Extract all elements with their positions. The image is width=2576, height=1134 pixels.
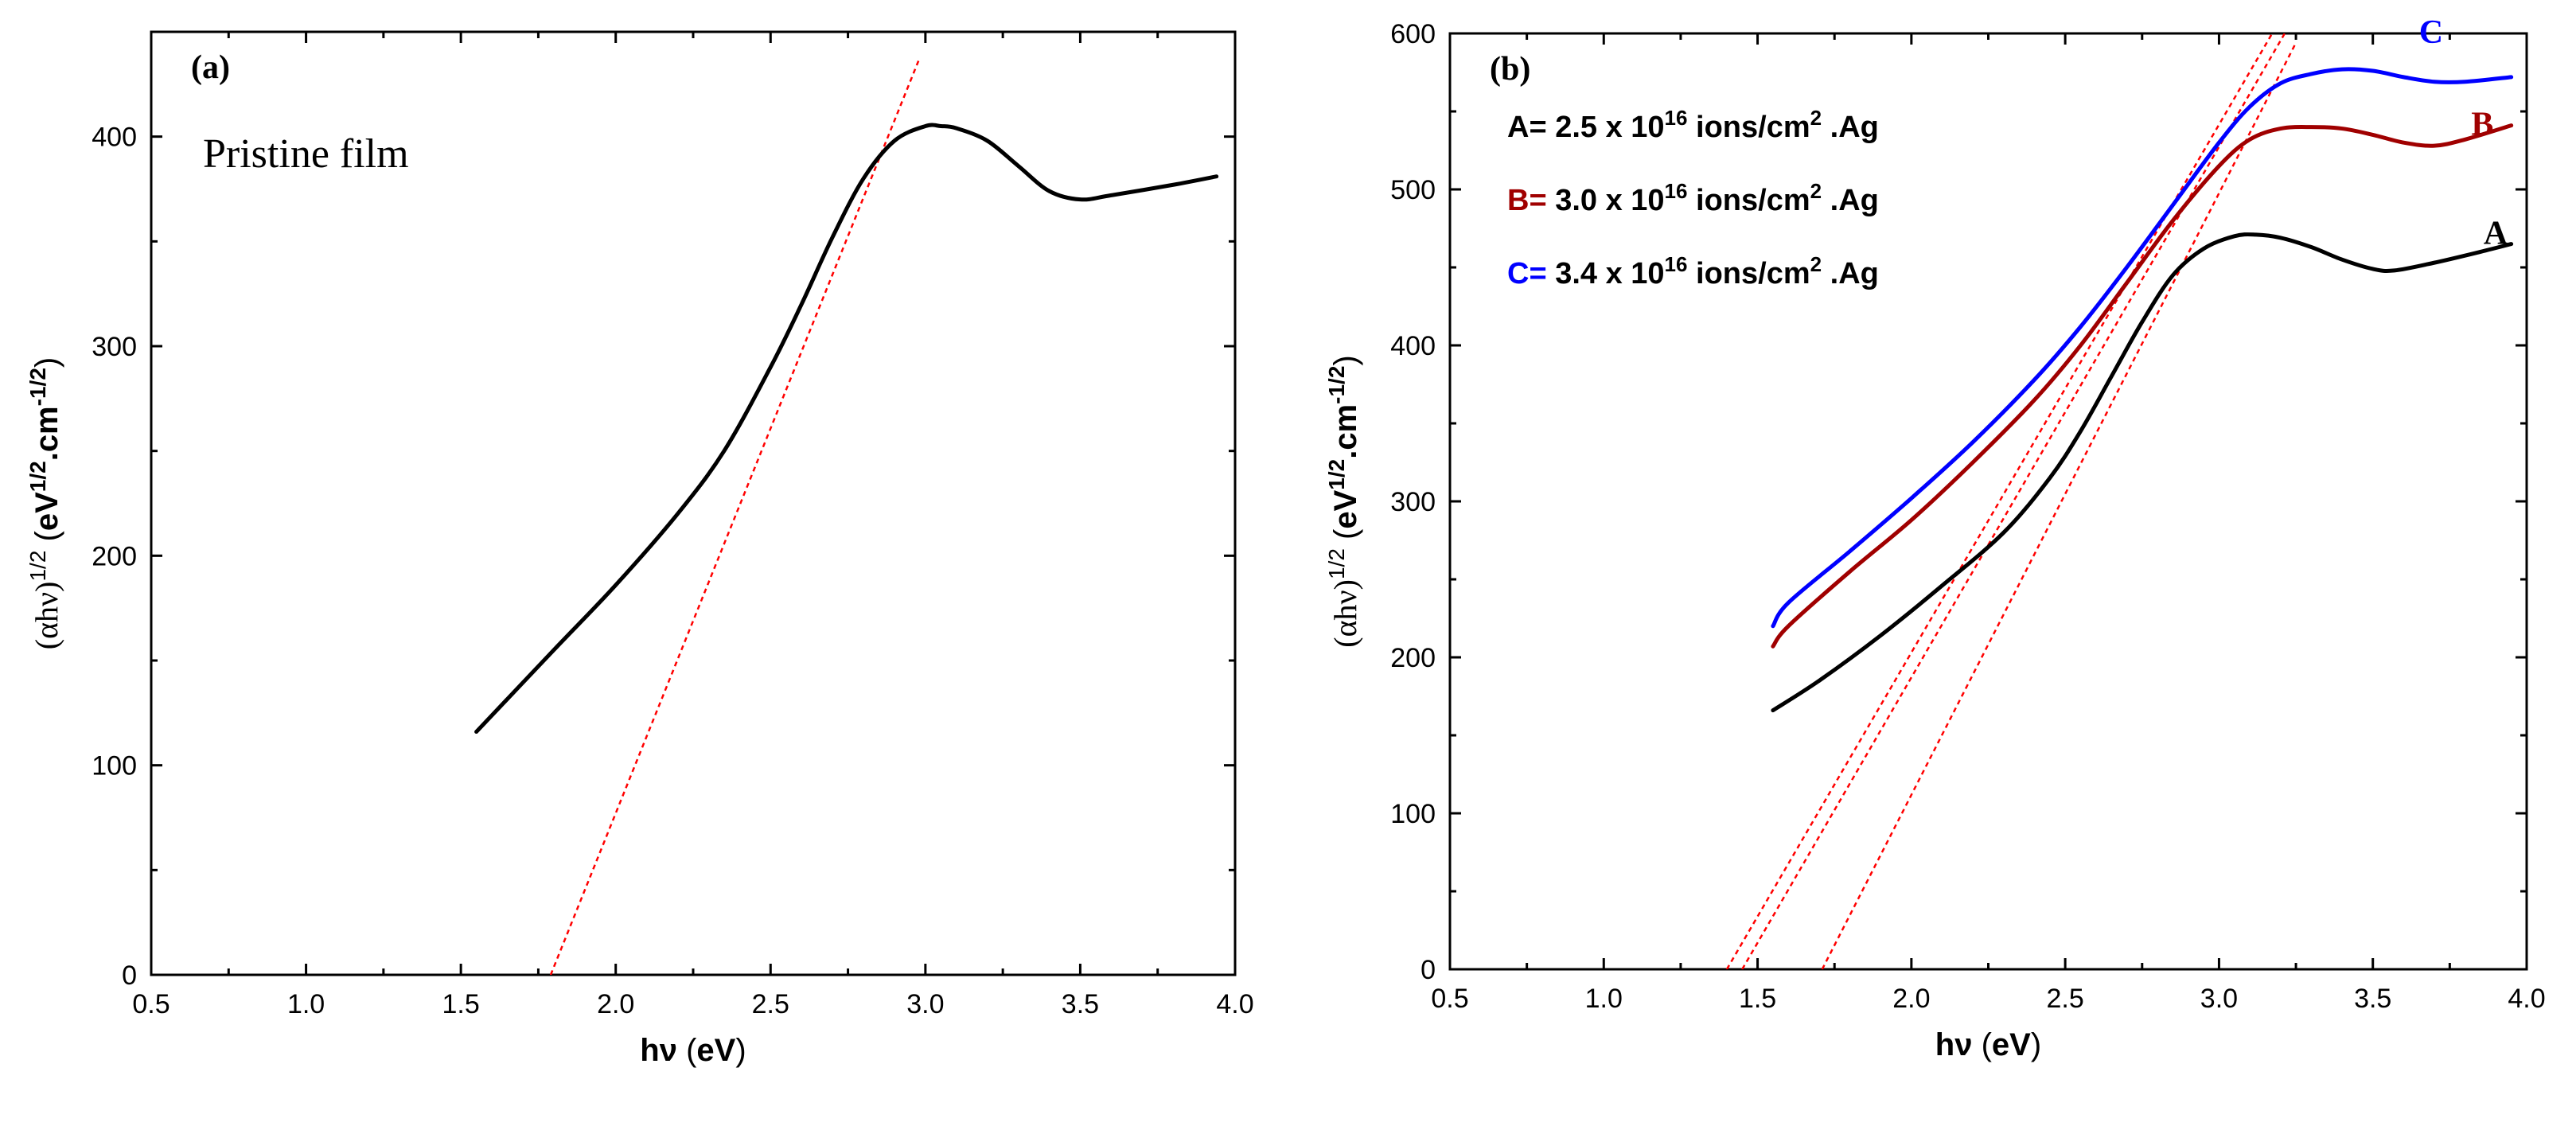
tangent-line bbox=[1741, 33, 2286, 969]
x-tick-label: 0.5 bbox=[132, 989, 170, 1019]
series-line-c bbox=[1771, 67, 2514, 629]
series-line-pristine-film bbox=[474, 123, 1219, 735]
tangent-line bbox=[1725, 33, 2274, 969]
legend-entry: C= 3.4 x 1016 ions/cm2 .Ag bbox=[1507, 252, 1879, 290]
series-line-a bbox=[1771, 232, 2514, 713]
y-axis-title: (αhν)1/2 (eV1/2.cm-1/2) bbox=[25, 357, 65, 649]
y-tick-label: 200 bbox=[92, 541, 137, 571]
panel-label: (b) bbox=[1490, 51, 1530, 88]
x-tick-label: 3.0 bbox=[2200, 984, 2238, 1014]
x-tick-label: 4.0 bbox=[1216, 989, 1253, 1019]
tangent-line bbox=[549, 58, 921, 975]
y-tick-label: 200 bbox=[1390, 643, 1436, 673]
y-tick-label: 400 bbox=[92, 123, 137, 153]
x-tick-label: 3.5 bbox=[2354, 984, 2391, 1014]
y-tick-label: 600 bbox=[1390, 19, 1436, 49]
y-axis-title: (αhν)1/2 (eV1/2.cm-1/2) bbox=[1324, 355, 1364, 647]
x-tick-label: 1.0 bbox=[287, 989, 325, 1019]
x-tick-label: 2.0 bbox=[1892, 984, 1930, 1014]
x-tick-label: 0.5 bbox=[1431, 984, 1468, 1014]
curve-label-b: B bbox=[2471, 106, 2493, 142]
annotation-text: Pristine film bbox=[203, 131, 409, 177]
x-tick-label: 3.0 bbox=[906, 989, 944, 1019]
x-tick-label: 2.0 bbox=[597, 989, 634, 1019]
curve-label-a: A bbox=[2484, 216, 2508, 252]
x-tick-label: 1.5 bbox=[442, 989, 480, 1019]
y-tick-label: 500 bbox=[1390, 175, 1436, 205]
y-tick-label: 400 bbox=[1390, 331, 1436, 361]
legend-entry: B= 3.0 x 1016 ions/cm2 .Ag bbox=[1507, 179, 1879, 217]
curve-label-c: C bbox=[2419, 14, 2443, 51]
x-axis-title: hν (eV) bbox=[1935, 1027, 2041, 1062]
plot-frame bbox=[1448, 32, 2528, 971]
y-tick-label: 100 bbox=[1390, 799, 1436, 829]
x-axis-title: hν (eV) bbox=[640, 1033, 746, 1068]
series-line-b bbox=[1771, 123, 2514, 649]
x-tick-label: 2.5 bbox=[2047, 984, 2084, 1014]
y-tick-label: 0 bbox=[1421, 955, 1436, 985]
panel-label: (a) bbox=[191, 49, 230, 86]
legend-entry: A= 2.5 x 1016 ions/cm2 .Ag bbox=[1507, 106, 1879, 144]
y-tick-label: 0 bbox=[122, 961, 137, 991]
y-tick-label: 100 bbox=[92, 751, 137, 781]
tangent-line bbox=[1821, 42, 2297, 969]
x-tick-label: 1.0 bbox=[1585, 984, 1623, 1014]
x-tick-label: 2.5 bbox=[752, 989, 789, 1019]
x-tick-label: 4.0 bbox=[2508, 984, 2545, 1014]
x-tick-label: 1.5 bbox=[1739, 984, 1776, 1014]
y-tick-label: 300 bbox=[92, 332, 137, 362]
panel-a-chart: 0.5 1.0 1.5 2.0 2.5 3.0 3.5 4.0 0 100 200 300 400 hν … bbox=[25, 30, 1254, 1068]
y-tick-label: 300 bbox=[1390, 487, 1436, 517]
x-tick-label: 3.5 bbox=[1062, 989, 1099, 1019]
panel-b-chart: 0.5 1.0 1.5 2.0 2.5 3.0 3.5 4.0 0 100 200 300 400 500… bbox=[1324, 14, 2546, 1062]
